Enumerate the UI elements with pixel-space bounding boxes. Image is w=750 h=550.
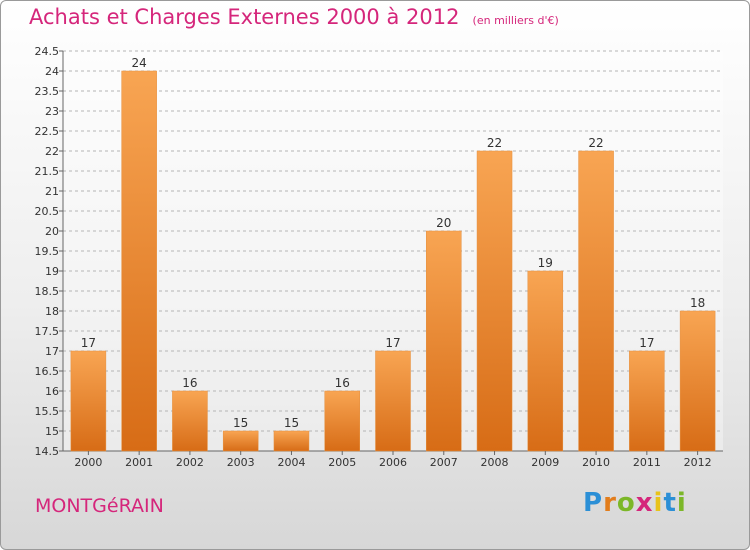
y-tick-label: 24.5 [35,45,60,58]
bar-2000 [70,350,107,452]
bar-2008 [476,150,513,452]
x-tick-label: 2012 [684,456,712,469]
y-tick-label: 17.5 [35,325,60,338]
bar-2002 [172,390,208,452]
y-tick-label: 17 [45,345,59,358]
bar-2009 [527,270,564,452]
bar-value-label: 16 [335,376,350,390]
y-tick-label: 15 [45,425,59,438]
y-tick-label: 23.5 [35,85,60,98]
y-tick-label: 18.5 [35,285,60,298]
proxiti-logo: Proxiti [583,488,687,518]
logo-letter: i [676,488,687,518]
y-tick-label: 16 [45,385,59,398]
x-tick-label: 2001 [125,456,153,469]
x-tick-label: 2000 [74,456,102,469]
y-tick-label: 22 [45,145,59,158]
bar-2010 [578,150,614,452]
y-tick-label: 19.5 [35,245,60,258]
bar-2004 [273,430,310,452]
y-tick-label: 20.5 [35,205,60,218]
bar-2012 [679,310,716,452]
chart-unit: (en milliers d'€) [472,14,559,27]
y-tick-label: 22.5 [35,125,60,138]
x-tick-label: 2011 [633,456,661,469]
x-tick-label: 2008 [481,456,509,469]
bar-value-label: 17 [81,336,96,350]
y-tick-label: 21.5 [35,165,60,178]
x-tick-label: 2005 [328,456,356,469]
bar-value-label: 22 [588,136,603,150]
logo-letter: i [653,488,664,518]
logo-letter: t [663,488,677,518]
bar-value-label: 20 [436,216,451,230]
x-tick-label: 2009 [531,456,559,469]
bar-value-label: 17 [385,336,400,350]
bar-2001 [121,70,157,452]
bar-value-label: 19 [538,256,553,270]
x-tick-label: 2002 [176,456,204,469]
commune-name: MONTGéRAIN [35,495,164,517]
y-tick-label: 20 [45,225,59,238]
bar-value-label: 15 [284,416,299,430]
y-tick-label: 16.5 [35,365,60,378]
y-tick-label: 14.5 [35,445,60,458]
y-tick-label: 21 [45,185,59,198]
bar-2007 [426,230,462,452]
logo-letter: P [583,488,604,518]
x-tick-label: 2010 [582,456,610,469]
logo-letter: x [635,488,654,518]
bar-value-label: 17 [639,336,654,350]
x-tick-label: 2003 [227,456,255,469]
x-tick-label: 2004 [277,456,305,469]
bar-value-label: 18 [690,296,705,310]
y-tick-label: 18 [45,305,59,318]
bar-value-label: 22 [487,136,502,150]
bar-2011 [629,350,665,452]
bar-2006 [375,350,411,452]
logo-letter: o [616,488,636,518]
logo-letter: r [603,488,617,518]
bar-2003 [222,430,259,452]
y-tick-label: 19 [45,265,59,278]
chart-title: Achats et Charges Externes 2000 à 2012 [29,5,460,29]
y-tick-label: 24 [45,65,59,78]
y-tick-label: 23 [45,105,59,118]
bar-2005 [324,390,360,452]
bar-value-label: 15 [233,416,248,430]
bar-value-label: 24 [132,56,147,70]
x-tick-label: 2007 [430,456,458,469]
bar-value-label: 16 [182,376,197,390]
y-tick-label: 15.5 [35,405,60,418]
chart-title-block: Achats et Charges Externes 2000 à 2012 (… [29,5,559,29]
x-tick-label: 2006 [379,456,407,469]
